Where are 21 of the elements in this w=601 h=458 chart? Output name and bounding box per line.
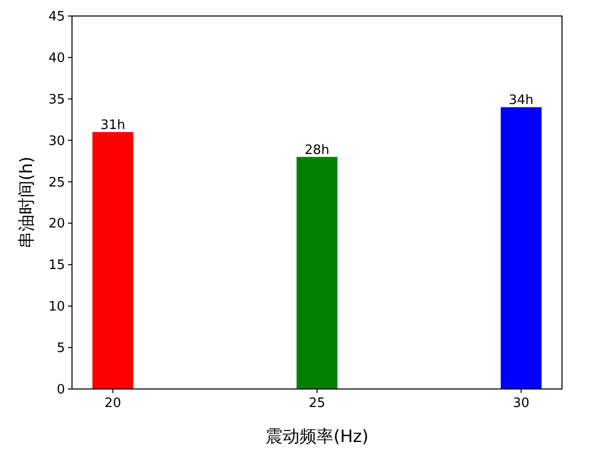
x-tick-label: 25 <box>308 396 326 411</box>
x-axis-title: 震动频率(Hz) <box>266 427 368 447</box>
bar <box>92 132 134 389</box>
data-label: 34h <box>508 93 534 108</box>
y-tick-label: 25 <box>48 175 65 190</box>
bar <box>500 107 542 389</box>
x-tick-label: 20 <box>104 396 122 411</box>
x-tick-label: 30 <box>512 396 530 411</box>
y-tick-label: 30 <box>48 134 65 149</box>
y-tick-label: 10 <box>48 300 65 315</box>
y-tick-label: 5 <box>56 341 65 356</box>
data-label: 28h <box>304 142 330 158</box>
y-tick-label: 35 <box>48 92 65 108</box>
y-axis-title: 串油时间(h) <box>17 156 37 249</box>
y-tick-label: 40 <box>48 50 65 66</box>
y-tick-label: 15 <box>48 258 65 274</box>
y-tick-label: 0 <box>56 382 65 398</box>
bar <box>296 156 338 389</box>
data-label: 31h <box>100 118 126 134</box>
y-tick-label: 45 <box>48 10 65 24</box>
y-tick-label: 20 <box>48 216 65 232</box>
